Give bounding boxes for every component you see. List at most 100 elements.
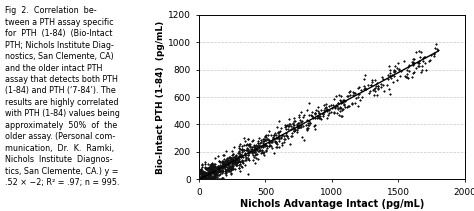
Point: [232, 158, 240, 161]
Point: [207, 164, 215, 168]
Point: [330, 98, 338, 101]
Point: [205, 169, 212, 173]
Point: [374, 94, 381, 97]
Point: [303, 108, 311, 111]
Point: [222, 165, 229, 169]
Point: [210, 178, 217, 181]
Point: [220, 162, 228, 166]
Point: [210, 171, 218, 174]
Point: [211, 166, 219, 170]
Point: [419, 65, 426, 68]
Point: [296, 126, 303, 129]
Point: [393, 66, 401, 70]
Point: [228, 162, 236, 166]
Point: [430, 55, 438, 58]
Point: [328, 106, 336, 109]
Point: [220, 158, 228, 161]
Point: [316, 116, 324, 119]
Point: [394, 61, 401, 65]
Point: [201, 178, 208, 181]
Point: [258, 148, 266, 151]
Point: [281, 137, 289, 141]
Point: [421, 62, 429, 65]
Point: [212, 172, 219, 175]
Point: [306, 124, 313, 127]
Point: [202, 167, 210, 170]
Point: [281, 125, 289, 129]
Point: [198, 172, 206, 175]
Point: [265, 144, 273, 147]
Point: [234, 151, 242, 155]
Point: [211, 165, 219, 168]
Point: [230, 161, 237, 164]
Point: [277, 136, 284, 140]
Point: [206, 172, 214, 175]
Point: [373, 81, 381, 85]
Point: [224, 159, 231, 163]
Point: [206, 164, 214, 167]
Point: [226, 155, 234, 159]
Point: [293, 126, 301, 129]
Point: [280, 137, 287, 141]
Point: [222, 169, 230, 172]
Point: [386, 68, 394, 71]
Point: [244, 157, 252, 161]
Point: [208, 168, 216, 171]
Point: [354, 93, 362, 96]
Point: [210, 168, 218, 172]
Point: [216, 178, 224, 181]
Point: [268, 147, 275, 150]
Point: [200, 170, 207, 173]
Point: [408, 60, 416, 64]
Point: [210, 176, 217, 179]
Point: [222, 170, 229, 174]
Point: [200, 178, 208, 181]
Point: [219, 164, 227, 167]
Point: [207, 164, 214, 167]
Point: [303, 128, 310, 131]
Point: [288, 131, 296, 134]
Point: [369, 89, 377, 92]
Point: [211, 170, 219, 173]
Point: [198, 178, 205, 181]
Point: [239, 161, 247, 165]
Point: [248, 147, 256, 151]
Point: [337, 95, 345, 98]
Point: [206, 171, 214, 175]
Point: [197, 174, 204, 177]
Point: [226, 167, 234, 170]
Point: [315, 114, 323, 118]
Point: [310, 124, 318, 128]
Point: [236, 144, 243, 148]
Point: [210, 166, 218, 169]
Point: [197, 178, 205, 181]
Point: [214, 171, 222, 174]
Point: [235, 163, 242, 166]
Point: [354, 104, 361, 107]
Point: [229, 157, 237, 161]
Point: [198, 166, 205, 169]
Point: [206, 175, 214, 179]
Point: [390, 68, 398, 72]
Point: [197, 178, 205, 181]
Point: [355, 86, 363, 89]
Point: [230, 145, 238, 148]
Point: [300, 124, 307, 128]
Point: [410, 57, 418, 61]
Point: [282, 132, 290, 135]
Point: [200, 178, 207, 181]
Point: [318, 109, 325, 112]
Point: [218, 170, 225, 174]
Point: [258, 149, 265, 153]
Point: [271, 131, 278, 135]
Point: [196, 178, 203, 181]
Point: [207, 165, 215, 168]
Point: [251, 150, 258, 154]
Point: [236, 166, 243, 169]
Point: [226, 164, 233, 168]
Point: [201, 178, 208, 181]
Point: [250, 148, 258, 151]
Point: [255, 143, 263, 147]
Point: [199, 178, 206, 181]
Point: [228, 149, 236, 152]
